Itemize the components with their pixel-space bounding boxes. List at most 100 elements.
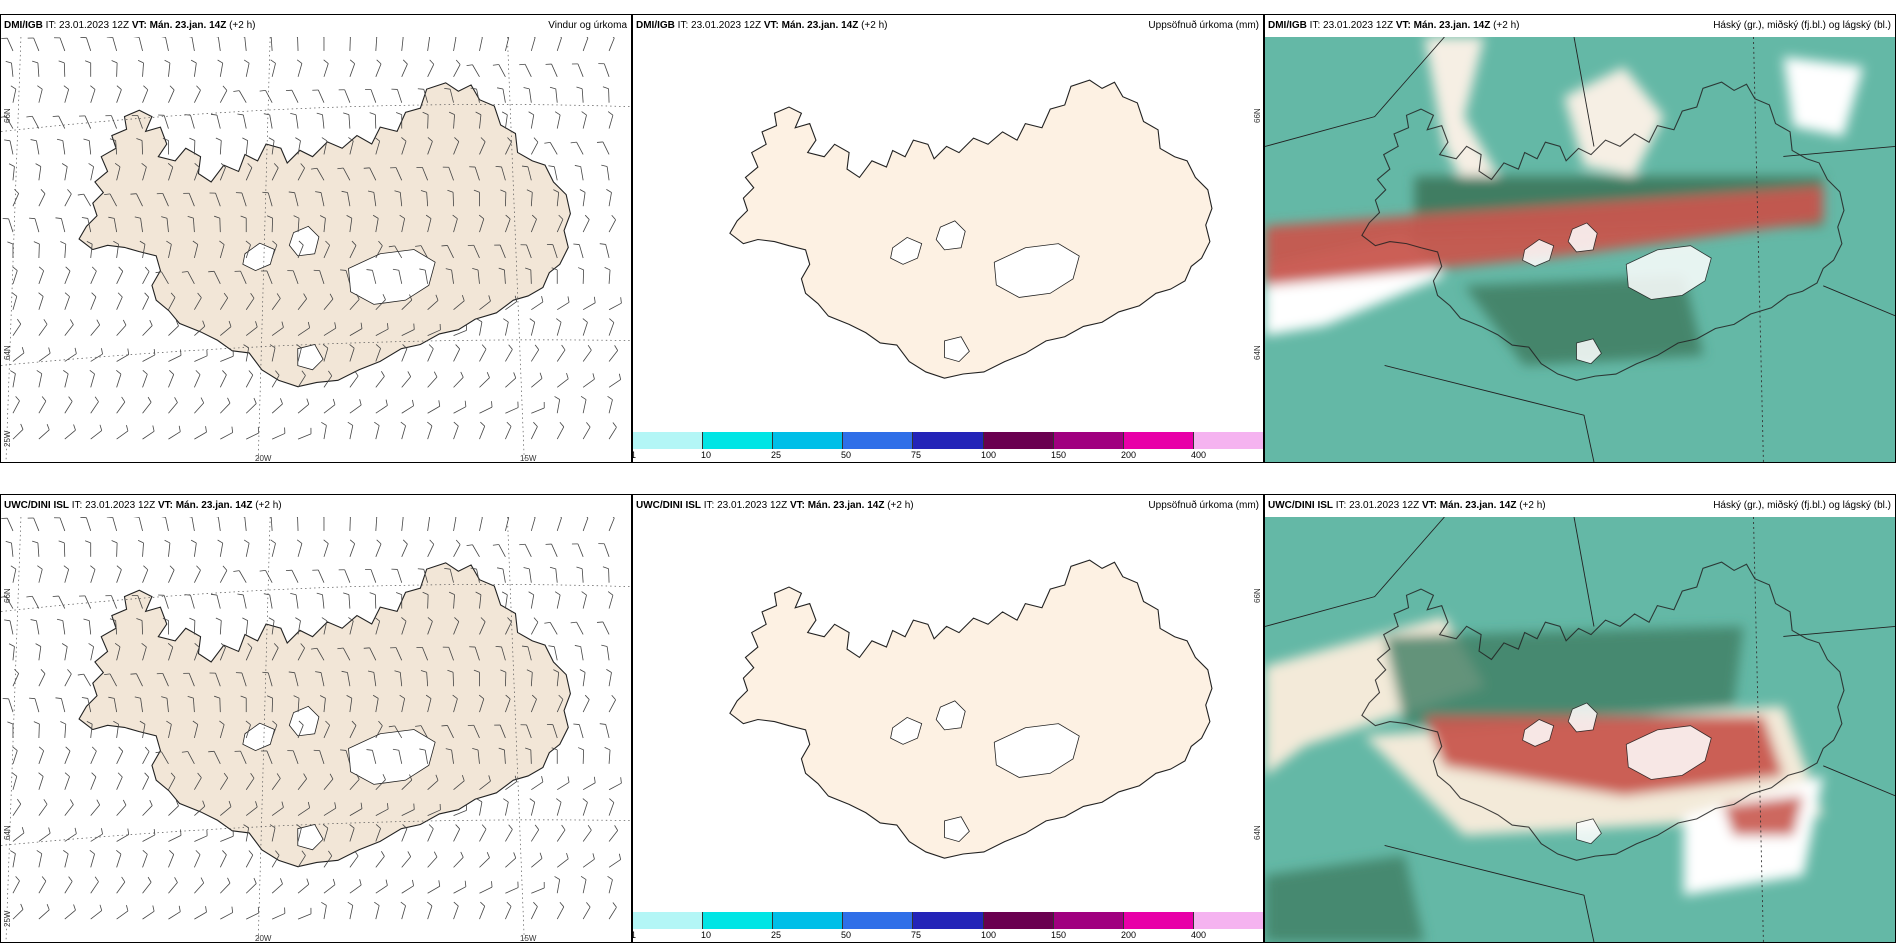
wind-barb (556, 318, 562, 336)
wind-barb-flag (429, 59, 435, 65)
wind-barb (349, 370, 359, 388)
wind-barb-shaft (267, 192, 273, 207)
wind-barb-shaft (551, 543, 558, 557)
wind-barb (323, 878, 336, 894)
wind-barb (271, 878, 283, 894)
wind-barb (505, 372, 517, 388)
wind-barb (500, 189, 507, 207)
wind-barb (608, 902, 617, 920)
wind-barb-shaft (479, 218, 485, 233)
wind-barb-shaft (427, 885, 440, 894)
wind-barb (64, 424, 76, 440)
wind-barb (64, 904, 76, 920)
wind-barb-flag (618, 853, 622, 860)
wind-barb (529, 798, 536, 816)
wind-barb-shaft (453, 905, 459, 920)
wind-barb (35, 643, 42, 661)
wind-barb-flag (196, 565, 201, 571)
wind-barb-shaft (38, 324, 48, 336)
wind-barb (505, 901, 512, 920)
wind-barb (596, 621, 610, 635)
wind-barb-shaft (161, 751, 169, 765)
wind-barb (396, 112, 403, 129)
wind-barb-shaft (401, 348, 408, 362)
lat-label-64n: 64N (3, 345, 12, 360)
wind-barb-flag (227, 397, 231, 404)
wind-barb (245, 720, 251, 739)
wind-barb-shaft (245, 724, 251, 739)
wind-barb (168, 397, 178, 414)
wind-barb-shaft (582, 672, 586, 687)
wind-barb-flag (30, 139, 37, 142)
wind-barb (523, 567, 532, 583)
wind-barb-shaft (31, 596, 40, 609)
wind-barb-shaft (401, 856, 412, 868)
wind-barb-shaft (38, 270, 45, 284)
wind-barb-flag (26, 115, 33, 118)
wind-barb-shaft (530, 906, 538, 920)
wind-barb-flag (427, 137, 433, 142)
wind-barb-flag (293, 215, 300, 219)
wind-barb (245, 163, 253, 181)
wind-barb-flag (399, 694, 405, 699)
wind-barb (243, 539, 250, 557)
wind-barb (142, 266, 150, 285)
wind-barb-flag (337, 167, 344, 170)
wind-barb-flag (281, 321, 284, 328)
wind-barb-shaft (375, 543, 382, 557)
wind-barb-flag (273, 163, 279, 169)
wind-barb (37, 565, 43, 583)
wind-barb (142, 370, 148, 388)
wind-barb (475, 591, 482, 609)
wind-barb-shaft (64, 166, 68, 181)
wind-barb-flag (228, 320, 232, 327)
panel-wind-top: DMI/IGB IT: 23.01.2023 12Z VT: Mán. 23.j… (0, 14, 632, 463)
wind-barb (363, 647, 377, 661)
wind-barb (581, 111, 587, 129)
wind-barb-flag (570, 621, 577, 624)
wind-barb (347, 901, 354, 920)
wind-barb (467, 244, 480, 259)
wind-barb-flag (1, 596, 7, 598)
wind-barb-shaft (479, 37, 483, 52)
wind-barb-shaft (578, 724, 584, 739)
wind-barb (86, 241, 93, 259)
wind-barb (452, 694, 458, 713)
wind-barb-flag (63, 565, 69, 570)
colorbar-swatch (1123, 432, 1194, 449)
wind-barb-shaft (608, 399, 613, 414)
wind-barb-shaft (502, 88, 506, 103)
wind-barb (374, 617, 381, 635)
wind-barb-shaft (427, 544, 435, 557)
wind-barb-shaft (345, 750, 351, 764)
wind-barb-shaft (116, 804, 127, 816)
wind-barb (242, 137, 249, 155)
wind-barb (142, 348, 156, 362)
wind-barb-flag (196, 85, 201, 91)
wind-barb (505, 295, 518, 311)
wind-barb-shaft (556, 378, 569, 388)
wind-barb (525, 267, 532, 284)
graticule-line (507, 37, 525, 462)
wind-barb-shaft (556, 829, 566, 842)
wind-barb (38, 799, 48, 816)
colorbar-label: 150 (1051, 930, 1067, 940)
wind-barb-shaft (36, 620, 40, 635)
wind-barb (245, 643, 253, 661)
wind-barb (607, 875, 613, 894)
wind-barb-flag (242, 617, 248, 621)
wind-barb-shaft (168, 777, 176, 790)
wind-barb-shaft (372, 750, 377, 764)
wind-barb-shaft (168, 882, 178, 894)
wind-barb (479, 372, 490, 388)
wind-barb-shaft (582, 349, 592, 362)
wind-barb-shaft (33, 37, 40, 52)
panel-header: UWC/DINI ISL IT: 23.01.2023 12Z VT: Mán.… (1265, 495, 1895, 517)
wind-barb (479, 295, 491, 311)
wind-barb-flag (298, 720, 304, 726)
wind-barb (29, 217, 40, 233)
wind-barb-shaft (582, 802, 588, 816)
wind-barb-shaft (297, 63, 303, 77)
wind-barb (245, 240, 251, 259)
wind-barb-shaft (215, 672, 221, 687)
